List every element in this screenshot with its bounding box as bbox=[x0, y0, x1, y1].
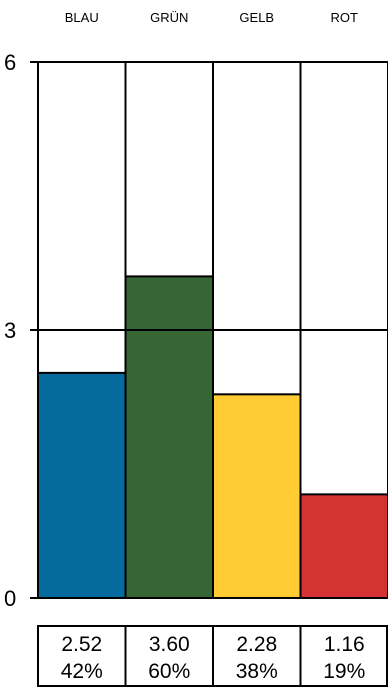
y-tick-label: 3 bbox=[4, 318, 16, 343]
percentage-label: 38% bbox=[236, 660, 278, 683]
percentage-label: 42% bbox=[61, 660, 103, 683]
value-label: 2.28 bbox=[236, 633, 277, 656]
bar bbox=[299, 493, 388, 599]
y-tick-label: 0 bbox=[4, 586, 16, 611]
category-label: ROT bbox=[331, 10, 359, 25]
category-label: BLAU bbox=[65, 10, 99, 25]
category-label: GRÜN bbox=[150, 10, 188, 25]
bar bbox=[124, 275, 214, 599]
category-label: GELB bbox=[239, 10, 274, 25]
bar bbox=[212, 393, 302, 599]
bar bbox=[37, 371, 127, 599]
percentage-label: 19% bbox=[323, 660, 365, 683]
value-label: 1.16 bbox=[324, 633, 365, 656]
y-tick-label: 6 bbox=[4, 50, 16, 75]
value-label: 3.60 bbox=[149, 633, 190, 656]
percentage-label: 60% bbox=[148, 660, 190, 683]
value-label: 2.52 bbox=[61, 633, 102, 656]
